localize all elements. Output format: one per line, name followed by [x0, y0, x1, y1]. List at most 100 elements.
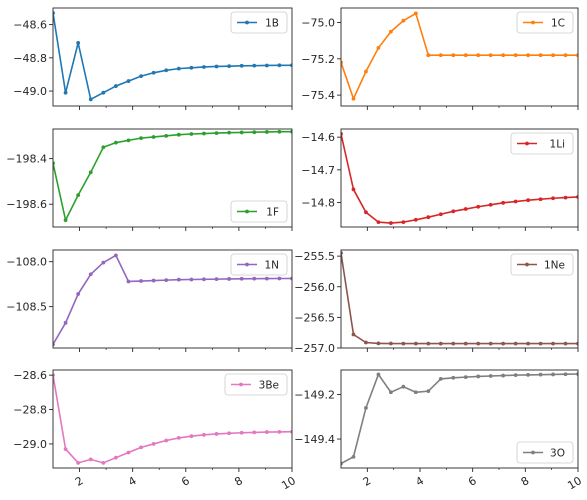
y-tick-label: −108.5 [6, 301, 47, 314]
data-point [513, 373, 518, 378]
legend-box [230, 11, 288, 34]
data-point [376, 372, 381, 377]
legend-marker [525, 262, 529, 267]
data-point [239, 130, 244, 135]
subplot-1Ne: −257.0 −256.5 −256.0 −255.5 1Ne [294, 249, 579, 355]
subplot-1N: −108.5 −108.0 1N [6, 249, 293, 352]
legend-label: 1B [265, 18, 279, 30]
legend-box [510, 132, 574, 155]
data-point [413, 217, 418, 222]
subplot-1Li: −14.8 −14.7 −14.6 1Li [301, 128, 579, 231]
data-point [53, 342, 55, 347]
data-point [563, 341, 568, 346]
data-point [351, 187, 356, 192]
y-tick-label: −49.0 [13, 85, 47, 98]
data-point [501, 341, 506, 346]
data-point [176, 436, 181, 440]
data-point [277, 429, 282, 434]
data-point [501, 373, 506, 378]
data-point [264, 430, 269, 434]
data-point [227, 431, 232, 436]
data-point [401, 220, 406, 225]
y-tick-label: −198.4 [6, 153, 47, 166]
subplot-1C: −75.4 −75.2 −75.0 1C [301, 7, 579, 110]
data-point [488, 202, 493, 207]
legend-label: 3O [550, 448, 565, 460]
subplot-1B: −49.0 −48.8 −48.6 1B [13, 7, 293, 110]
data-point [139, 279, 143, 283]
data-point [563, 53, 568, 58]
x-tick-label: 6 [466, 474, 479, 489]
x-tick-label: 8 [519, 474, 532, 489]
data-point [277, 129, 282, 134]
x-tick-label: 10 [279, 474, 298, 492]
data-point [202, 131, 206, 136]
data-point [63, 447, 68, 451]
data-point [426, 389, 431, 394]
axes-frame [340, 249, 579, 349]
data-point [88, 170, 93, 175]
data-point [88, 457, 93, 462]
data-point [164, 133, 169, 138]
data-point [189, 65, 194, 70]
legend: 3Be [224, 373, 288, 396]
subplot-3Be: −29.0 −28.8 −28.6 2 4 6 8 10 3Be [13, 369, 298, 492]
data-point [151, 135, 156, 139]
data-point [239, 276, 244, 281]
data-point [126, 279, 131, 284]
data-point [513, 341, 518, 346]
data-point [351, 332, 356, 337]
y-tick-label: −14.7 [301, 164, 335, 177]
series-line-1B [53, 12, 292, 101]
data-point [551, 372, 555, 377]
data-point [113, 84, 118, 88]
data-point [76, 40, 81, 45]
data-point [526, 198, 530, 203]
data-point [202, 277, 206, 282]
data-point [264, 276, 269, 281]
data-point [538, 372, 543, 377]
axes-frame [52, 369, 293, 469]
x-tick-label: 4 [126, 474, 139, 489]
data-point [227, 64, 232, 69]
data-point [389, 341, 393, 346]
series-line-3Be [53, 375, 292, 464]
data-point [551, 53, 555, 58]
data-point [513, 199, 518, 204]
data-point [526, 373, 530, 377]
data-point [526, 341, 530, 346]
legend: 1C [516, 11, 574, 34]
data-point [176, 277, 181, 282]
legend-label: 3Be [259, 380, 279, 392]
x-tick-label: 8 [232, 474, 245, 489]
data-point [164, 278, 169, 283]
data-point [63, 90, 68, 95]
data-point [139, 74, 143, 78]
data-point [214, 432, 219, 436]
data-point [264, 130, 269, 134]
data-point [189, 277, 194, 282]
legend: 1B [230, 11, 288, 34]
data-point [139, 136, 143, 141]
data-point [438, 377, 443, 381]
data-point [126, 79, 131, 83]
data-point [151, 278, 156, 283]
y-tick-label: −75.0 [301, 17, 335, 30]
series-line-3O [341, 372, 578, 465]
axes-frame [340, 369, 579, 469]
axes-frame [340, 7, 579, 107]
legend: 1F [230, 200, 288, 223]
data-point [413, 341, 418, 346]
data-point [526, 53, 530, 58]
data-point [364, 210, 368, 215]
data-point [176, 66, 181, 71]
data-point [389, 390, 393, 395]
data-point [451, 341, 456, 346]
data-point [476, 341, 481, 346]
data-point [126, 450, 131, 455]
y-tick-label: −48.8 [13, 52, 47, 65]
data-point [488, 341, 493, 346]
data-point [164, 68, 169, 73]
legend-label: 1F [266, 207, 279, 219]
data-point [176, 132, 181, 137]
